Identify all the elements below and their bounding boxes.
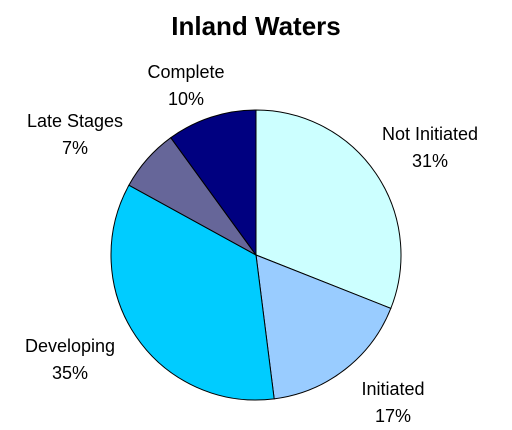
- slice-value-label: 31%: [412, 151, 448, 171]
- pie-slice: [255, 254, 392, 400]
- slice-value-label: 7%: [62, 138, 88, 158]
- slice-value-label: 10%: [168, 89, 204, 109]
- slice-value-label: 35%: [52, 363, 88, 383]
- slice-label: Complete: [147, 62, 224, 82]
- slice-label: Late Stages: [27, 111, 123, 131]
- slice-label: Initiated: [361, 379, 424, 399]
- chart-title: Inland Waters: [171, 11, 341, 41]
- pie-slice: [255, 109, 402, 310]
- slice-label: Not Initiated: [382, 124, 478, 144]
- pie-slice: [170, 109, 257, 257]
- slice-label: Developing: [25, 336, 115, 356]
- pie-slice: [110, 184, 275, 401]
- slice-value-label: 17%: [375, 406, 411, 426]
